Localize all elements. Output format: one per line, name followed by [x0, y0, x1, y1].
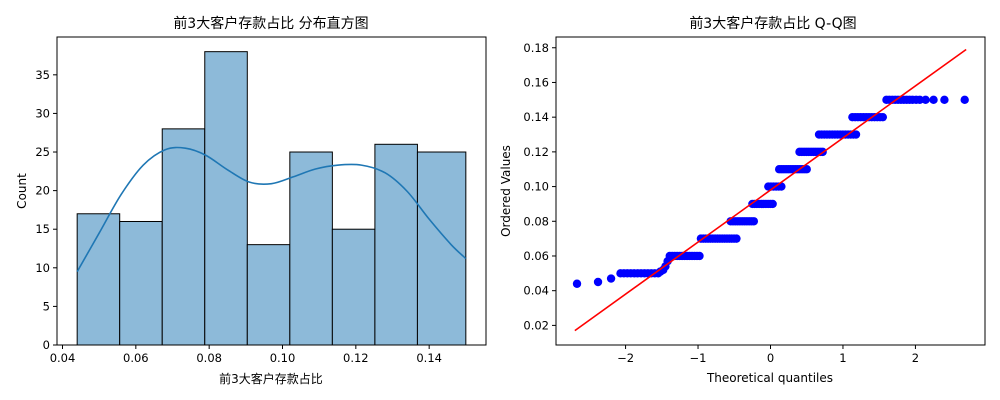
- qq-x-ticks: −2 −1 0 1 2: [617, 345, 919, 365]
- y-tick-label: 0.16: [523, 75, 549, 89]
- histogram-x-ticks: 0.04 0.06 0.08 0.10 0.12 0.14: [50, 345, 442, 365]
- y-tick-label: 35: [35, 68, 50, 82]
- x-tick-label: 0.12: [343, 351, 369, 365]
- qq-point: [878, 112, 888, 122]
- histogram-bar: [161, 128, 206, 346]
- x-tick-label: −1: [690, 351, 707, 365]
- histogram-x-label: 前3大客户存款占比: [219, 371, 323, 386]
- y-tick-label: 0.04: [523, 284, 549, 298]
- y-tick-label: 0.02: [523, 318, 549, 332]
- y-tick-label: 30: [35, 106, 50, 120]
- y-tick-label: 15: [35, 222, 50, 236]
- qq-point: [606, 274, 616, 283]
- y-tick-label: 0: [43, 338, 50, 352]
- x-tick-label: 0.06: [123, 351, 149, 365]
- x-tick-label: 0: [767, 351, 774, 365]
- qq-title: 前3大客户存款占比 Q-Q图: [689, 15, 856, 32]
- qq-point: [695, 251, 704, 261]
- x-tick-label: 0.14: [416, 351, 442, 365]
- histogram-y-ticks: 0 5 10 15 20 25 30 35: [35, 68, 57, 352]
- histogram-marks: [76, 51, 467, 346]
- y-tick-label: 25: [35, 145, 50, 159]
- qq-y-ticks: 0.02 0.04 0.06 0.08 0.10 0.12 0.14 0.16 0.18: [523, 41, 556, 332]
- qq-point: [929, 95, 938, 105]
- x-tick-label: −2: [617, 351, 634, 365]
- qq-x-label: Theoretical quantiles: [706, 371, 833, 385]
- histogram-panel: 前3大客户存款占比 分布直方图 0.04 0.06 0.08 0.10 0.12 0.14…: [15, 15, 487, 386]
- histogram-bar: [204, 51, 248, 346]
- qq-point: [572, 279, 582, 288]
- x-tick-label: 0.08: [196, 351, 222, 365]
- qq-axes-frame: [555, 36, 986, 346]
- x-tick-label: 2: [912, 351, 919, 365]
- y-tick-label: 0.10: [523, 180, 549, 194]
- qq-point: [749, 217, 759, 226]
- qq-point: [851, 130, 861, 139]
- y-tick-label: 0.08: [523, 214, 549, 228]
- x-tick-label: 1: [839, 351, 846, 365]
- qq-point: [593, 277, 603, 287]
- histogram-axes-frame: [56, 36, 487, 346]
- y-tick-label: 0.12: [523, 145, 549, 159]
- qq-point: [732, 234, 741, 243]
- histogram-bar: [416, 151, 467, 346]
- histogram-bar: [331, 228, 376, 346]
- y-tick-label: 0.14: [523, 110, 549, 124]
- qq-point: [768, 199, 777, 209]
- y-tick-label: 20: [35, 184, 50, 198]
- y-tick-label: 0.18: [523, 41, 549, 55]
- histogram-bar: [119, 220, 163, 346]
- histogram-y-label: Count: [15, 173, 29, 209]
- qq-point: [802, 165, 811, 174]
- histogram-bar: [246, 244, 291, 346]
- qq-panel: 前3大客户存款占比 Q-Q图 −2 −1 0 1 2 0.020.040.060.080…: [499, 15, 986, 385]
- qq-point: [960, 95, 969, 105]
- y-tick-label: 10: [35, 261, 50, 275]
- y-tick-label: 0.06: [523, 249, 549, 263]
- histogram-bar: [289, 151, 333, 346]
- qq-marks: [572, 48, 969, 332]
- qq-point: [915, 95, 924, 105]
- qq-point: [940, 95, 949, 105]
- x-tick-label: 0.04: [50, 351, 76, 365]
- x-tick-label: 0.10: [270, 351, 296, 365]
- qq-reference-line: [574, 48, 967, 332]
- histogram-title: 前3大客户存款占比 分布直方图: [173, 15, 368, 32]
- qq-point: [921, 95, 930, 105]
- kde-curve: [76, 146, 467, 273]
- y-tick-label: 5: [43, 299, 50, 313]
- qq-y-label: Ordered Values: [499, 145, 513, 237]
- histogram-bar: [374, 143, 418, 346]
